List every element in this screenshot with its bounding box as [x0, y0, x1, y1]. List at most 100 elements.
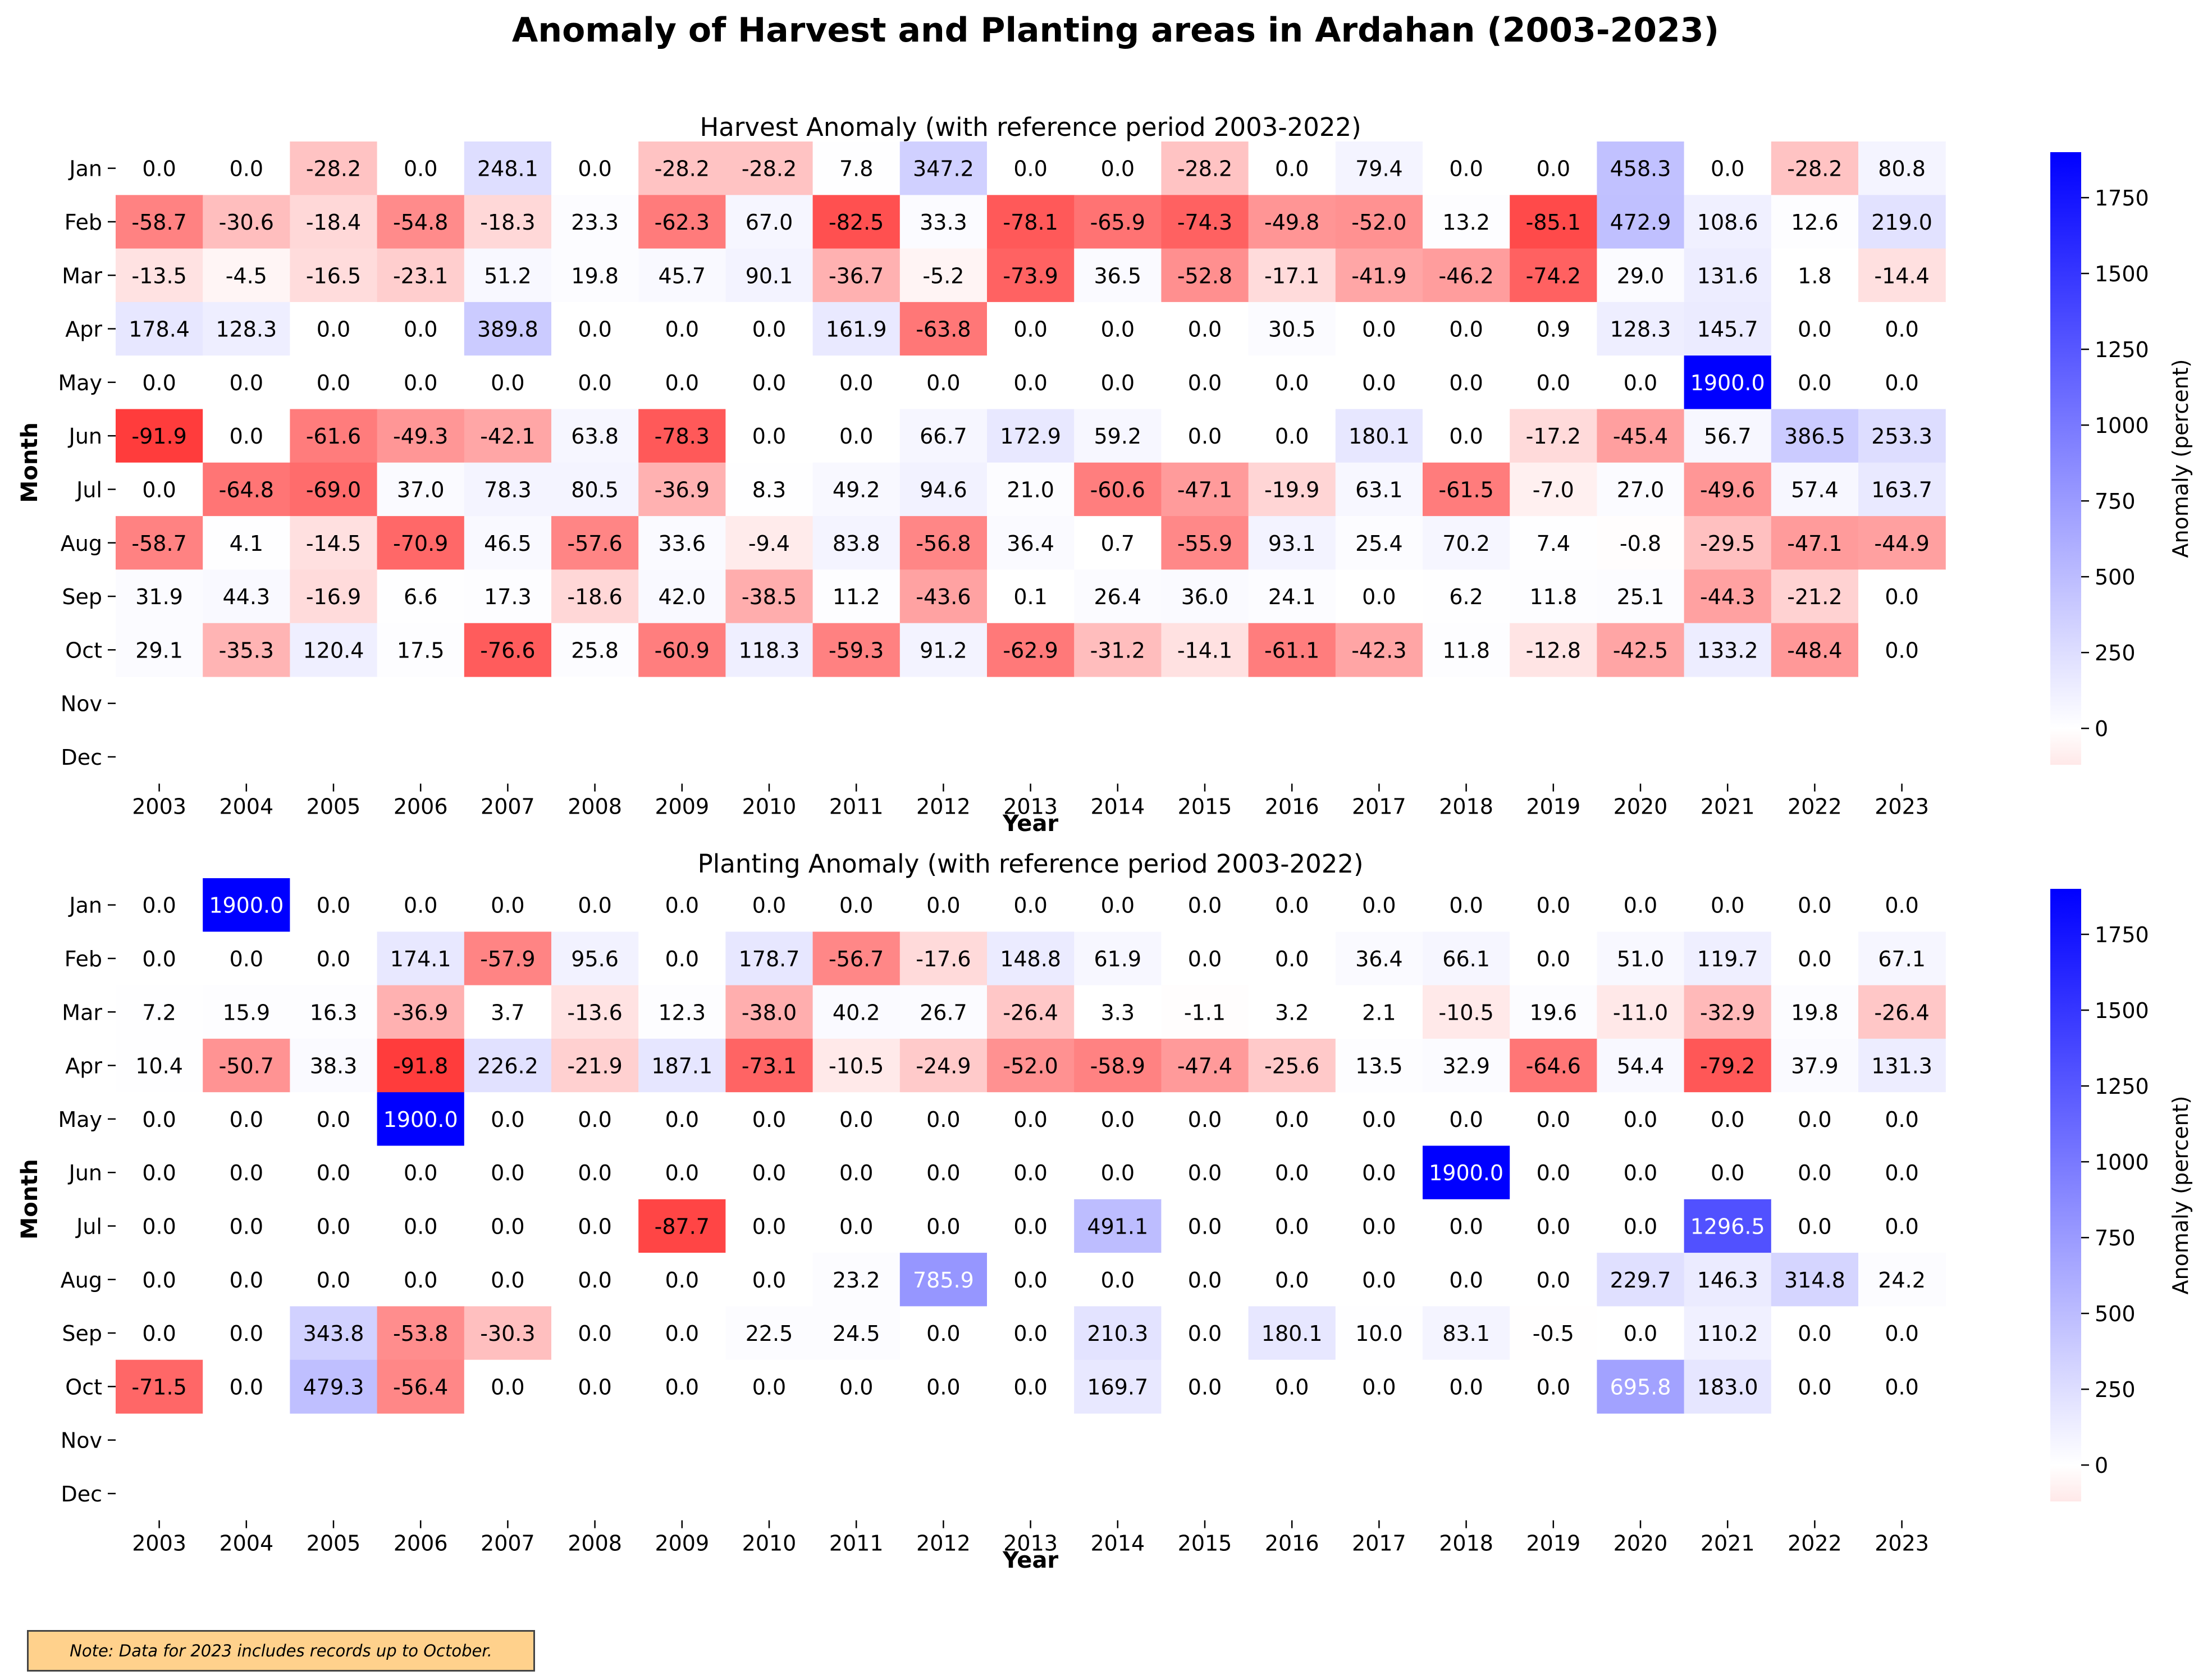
cell-label: -57.9: [480, 947, 535, 971]
cell-label: 1900.0: [1690, 371, 1765, 395]
x-tick-label: 2023: [1875, 1531, 1929, 1556]
cell-label: -44.3: [1700, 585, 1755, 609]
heatmap-cell: [1510, 985, 1597, 1039]
heatmap-cell: [812, 516, 901, 570]
cell-label: 15.9: [222, 1000, 270, 1025]
cell-label: 0.0: [1013, 1161, 1047, 1185]
cell-label: -30.3: [480, 1321, 535, 1346]
cell-label: 59.2: [1094, 424, 1141, 449]
heatmap-cell: [290, 932, 378, 986]
heatmap-cell: [1771, 1306, 1859, 1361]
heatmap-cell: [987, 623, 1075, 677]
cell-label: -61.1: [1264, 638, 1319, 663]
cell-label: -48.4: [1787, 638, 1842, 663]
cell-label: 42.0: [658, 585, 706, 609]
x-tick-label: 2015: [1178, 1531, 1232, 1556]
cell-label: 0.0: [1537, 1161, 1570, 1185]
heatmap-cell: [1858, 355, 1946, 410]
heatmap-cell: [1858, 1359, 1946, 1414]
heatmap-cell: [638, 355, 726, 410]
heatmap-cell: [1858, 1306, 1946, 1361]
heatmap-cell: [377, 302, 465, 356]
x-tick-label: 2004: [219, 1531, 273, 1556]
cell-label: 8.3: [752, 477, 786, 502]
cell-label: 0.0: [578, 1161, 611, 1185]
cell-label: 110.2: [1697, 1321, 1758, 1346]
cell-label: 0.0: [230, 1107, 263, 1132]
heatmap-cell: [1248, 195, 1336, 249]
cell-label: 1900.0: [209, 893, 284, 918]
heatmap-cell: [812, 1359, 901, 1414]
heatmap-cell: [1510, 932, 1597, 986]
cell-label: 0.0: [1711, 893, 1744, 918]
cell-label: -28.2: [1177, 157, 1232, 181]
colorbar-tick-label: 1000: [2095, 1150, 2149, 1175]
heatmap-cell: [1510, 195, 1597, 249]
heatmap-cell: [464, 1145, 552, 1200]
heatmap-cell: [1771, 1253, 1859, 1307]
x-tick-label: 2006: [394, 795, 448, 819]
x-tick-label: 2016: [1265, 1531, 1319, 1556]
heatmap-cell: [290, 462, 378, 517]
heatmap-cell: [1335, 569, 1423, 624]
cell-label: 128.3: [1610, 317, 1671, 342]
heatmap-cell: [203, 1092, 290, 1147]
cell-label: -7.0: [1533, 477, 1574, 502]
heatmap-cell: [1423, 1306, 1510, 1361]
heatmap-cell: [1510, 1092, 1597, 1147]
cell-label: 36.4: [1007, 531, 1054, 556]
cell-label: 0.0: [665, 1321, 699, 1346]
cell-label: 0.0: [1798, 893, 1831, 918]
x-tick-label: 2007: [481, 1531, 535, 1556]
cell-label: 0.0: [1101, 1161, 1135, 1185]
cell-label: 0.0: [839, 1375, 873, 1399]
cell-label: 1900.0: [1429, 1161, 1503, 1185]
cell-label: 0.0: [665, 893, 699, 918]
cell-label: -31.2: [1090, 638, 1145, 663]
cell-label: 120.4: [303, 638, 364, 663]
heatmap-cell: [1161, 623, 1249, 677]
cell-label: 0.0: [230, 371, 263, 395]
cell-label: -47.4: [1177, 1054, 1232, 1079]
heatmap-cell: [116, 623, 203, 677]
cell-label: 0.0: [1537, 1214, 1570, 1239]
cell-label: 0.0: [1449, 1268, 1483, 1293]
heatmap-cell: [1335, 1038, 1423, 1093]
cell-label: 11.8: [1442, 638, 1490, 663]
cell-label: 1900.0: [383, 1107, 458, 1132]
heatmap-cell: [899, 1253, 988, 1307]
cell-label: 0.0: [1449, 1107, 1483, 1132]
heatmap-cell: [638, 141, 726, 195]
cell-label: -43.6: [916, 585, 971, 609]
cell-label: 0.0: [1537, 1375, 1570, 1399]
cell-label: 56.7: [1704, 424, 1752, 449]
heatmap-cell: [1510, 1253, 1597, 1307]
heatmap-cell: [1074, 1145, 1162, 1200]
cell-label: 0.0: [1188, 1107, 1222, 1132]
cell-label: 0.0: [752, 1107, 786, 1132]
heatmap-cell: [1335, 623, 1423, 677]
cell-label: 0.0: [317, 947, 350, 971]
heatmap-cell: [987, 569, 1075, 624]
y-tick-label: Mar: [62, 1000, 102, 1025]
y-tick-label: Feb: [65, 210, 102, 235]
cell-label: 12.3: [658, 1000, 706, 1025]
cell-label: 25.8: [571, 638, 619, 663]
heatmap-cell: [1161, 1359, 1249, 1414]
planting-anomaly-panel: Planting Anomaly (with reference period …: [17, 849, 2193, 1573]
cell-label: 36.4: [1355, 947, 1403, 971]
cell-label: -49.8: [1264, 210, 1319, 235]
heatmap-cell: [899, 1199, 988, 1253]
heatmap-cell: [203, 569, 290, 624]
cell-label: 248.1: [477, 157, 538, 181]
heatmap-cell: [899, 569, 988, 624]
cell-label: 145.7: [1697, 317, 1758, 342]
heatmap-cell: [638, 1306, 726, 1361]
cell-label: 0.0: [1013, 157, 1047, 181]
heatmap-cell: [1684, 141, 1772, 195]
heatmap-cell: [1074, 141, 1162, 195]
cell-label: 180.1: [1349, 424, 1410, 449]
heatmap-cell: [116, 141, 203, 195]
colorbar-tick-label: 250: [2095, 641, 2136, 665]
heatmap-cell: [725, 932, 813, 986]
